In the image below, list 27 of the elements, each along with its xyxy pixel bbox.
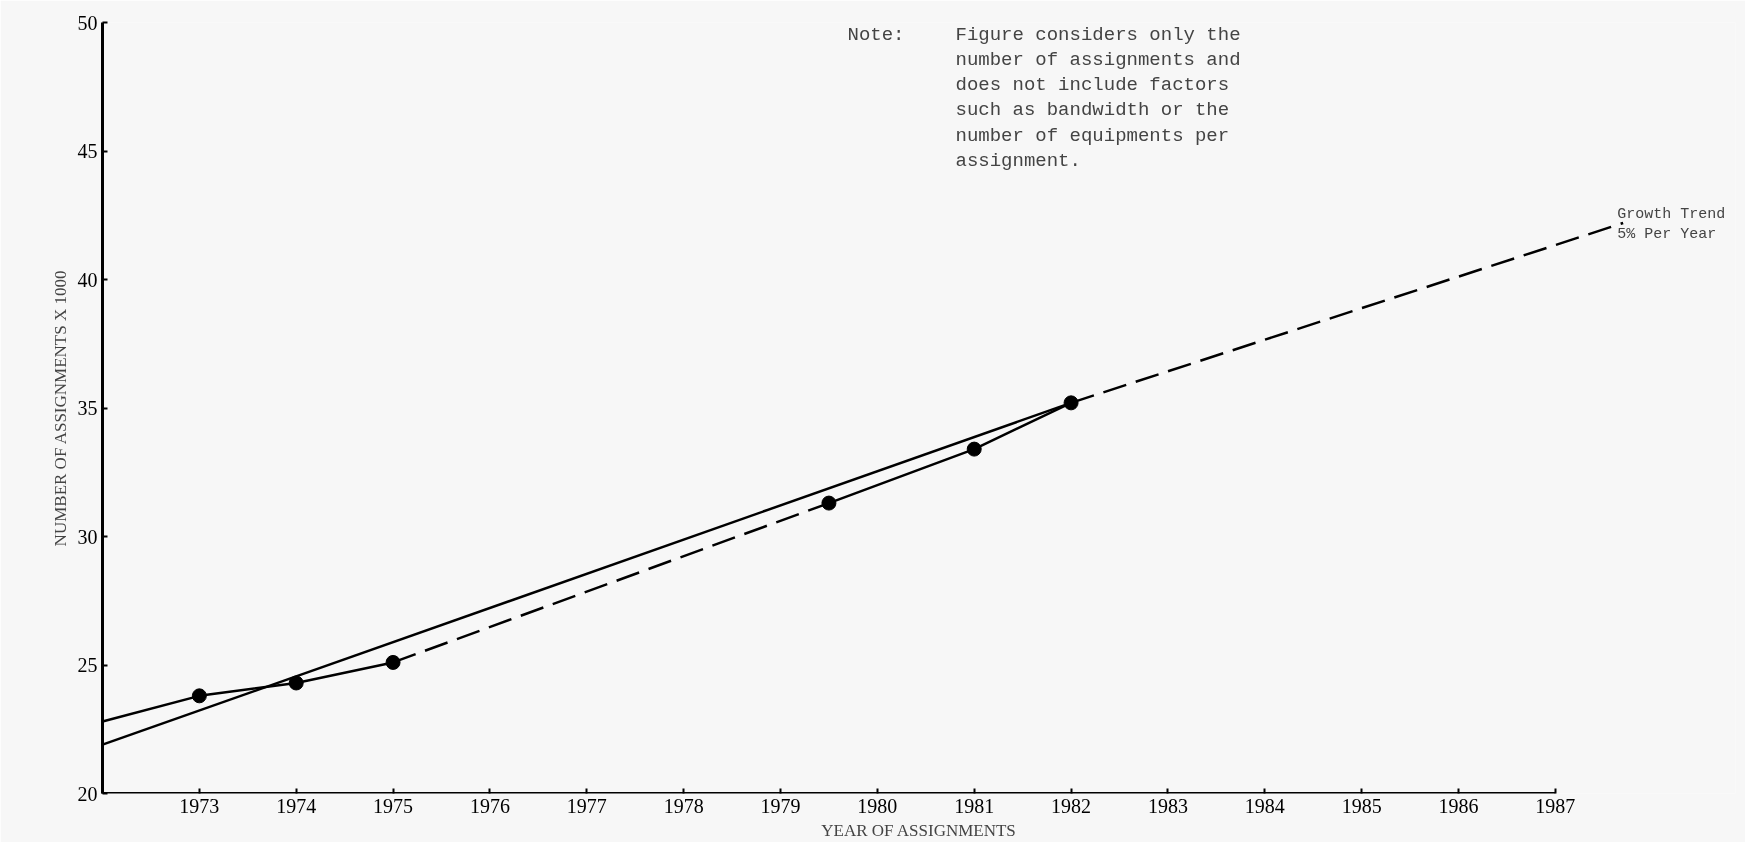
y-tick-label: 20: [77, 782, 98, 805]
y-axis-title: NUMBER OF ASSIGNMENTS X 1000: [50, 270, 70, 547]
y-tick-label: 30: [77, 525, 98, 548]
x-tick-label: 1975: [373, 794, 414, 817]
x-tick-label: 1978: [663, 794, 704, 817]
annotation: Note:: [847, 23, 905, 46]
x-tick-label: 1976: [469, 794, 510, 817]
x-axis-title: YEAR OF ASSIGNMENTS: [821, 820, 1016, 840]
y-tick-label: 50: [77, 11, 98, 34]
y-tick-label: 25: [77, 654, 98, 676]
x-tick-label: 1980: [857, 794, 898, 817]
x-tick-label: 1984: [1244, 794, 1285, 817]
x-tick-label: 1977: [566, 794, 607, 817]
y-tick-label: 45: [77, 140, 98, 162]
x-tick-label: 1981: [954, 794, 995, 817]
x-tick-label: 1986: [1438, 794, 1479, 817]
x-tick-label: 1979: [760, 794, 801, 817]
y-tick-label: 35: [77, 397, 98, 419]
annotation: Figure considers only the number of assignments and does not include factors such as bandwidth or the number of equipments per assignment.: [955, 23, 1241, 172]
annotation: Growth Trend 5% Per Year: [1617, 205, 1726, 243]
x-tick-label: 1985: [1341, 794, 1382, 817]
x-tick-label: 1983: [1147, 794, 1188, 817]
x-tick-label: 1973: [179, 794, 220, 817]
x-tick-label: 1974: [276, 794, 317, 817]
y-tick-label: 40: [77, 268, 98, 291]
x-tick-label: 1987: [1535, 794, 1576, 817]
x-tick-label: 1982: [1051, 794, 1092, 817]
